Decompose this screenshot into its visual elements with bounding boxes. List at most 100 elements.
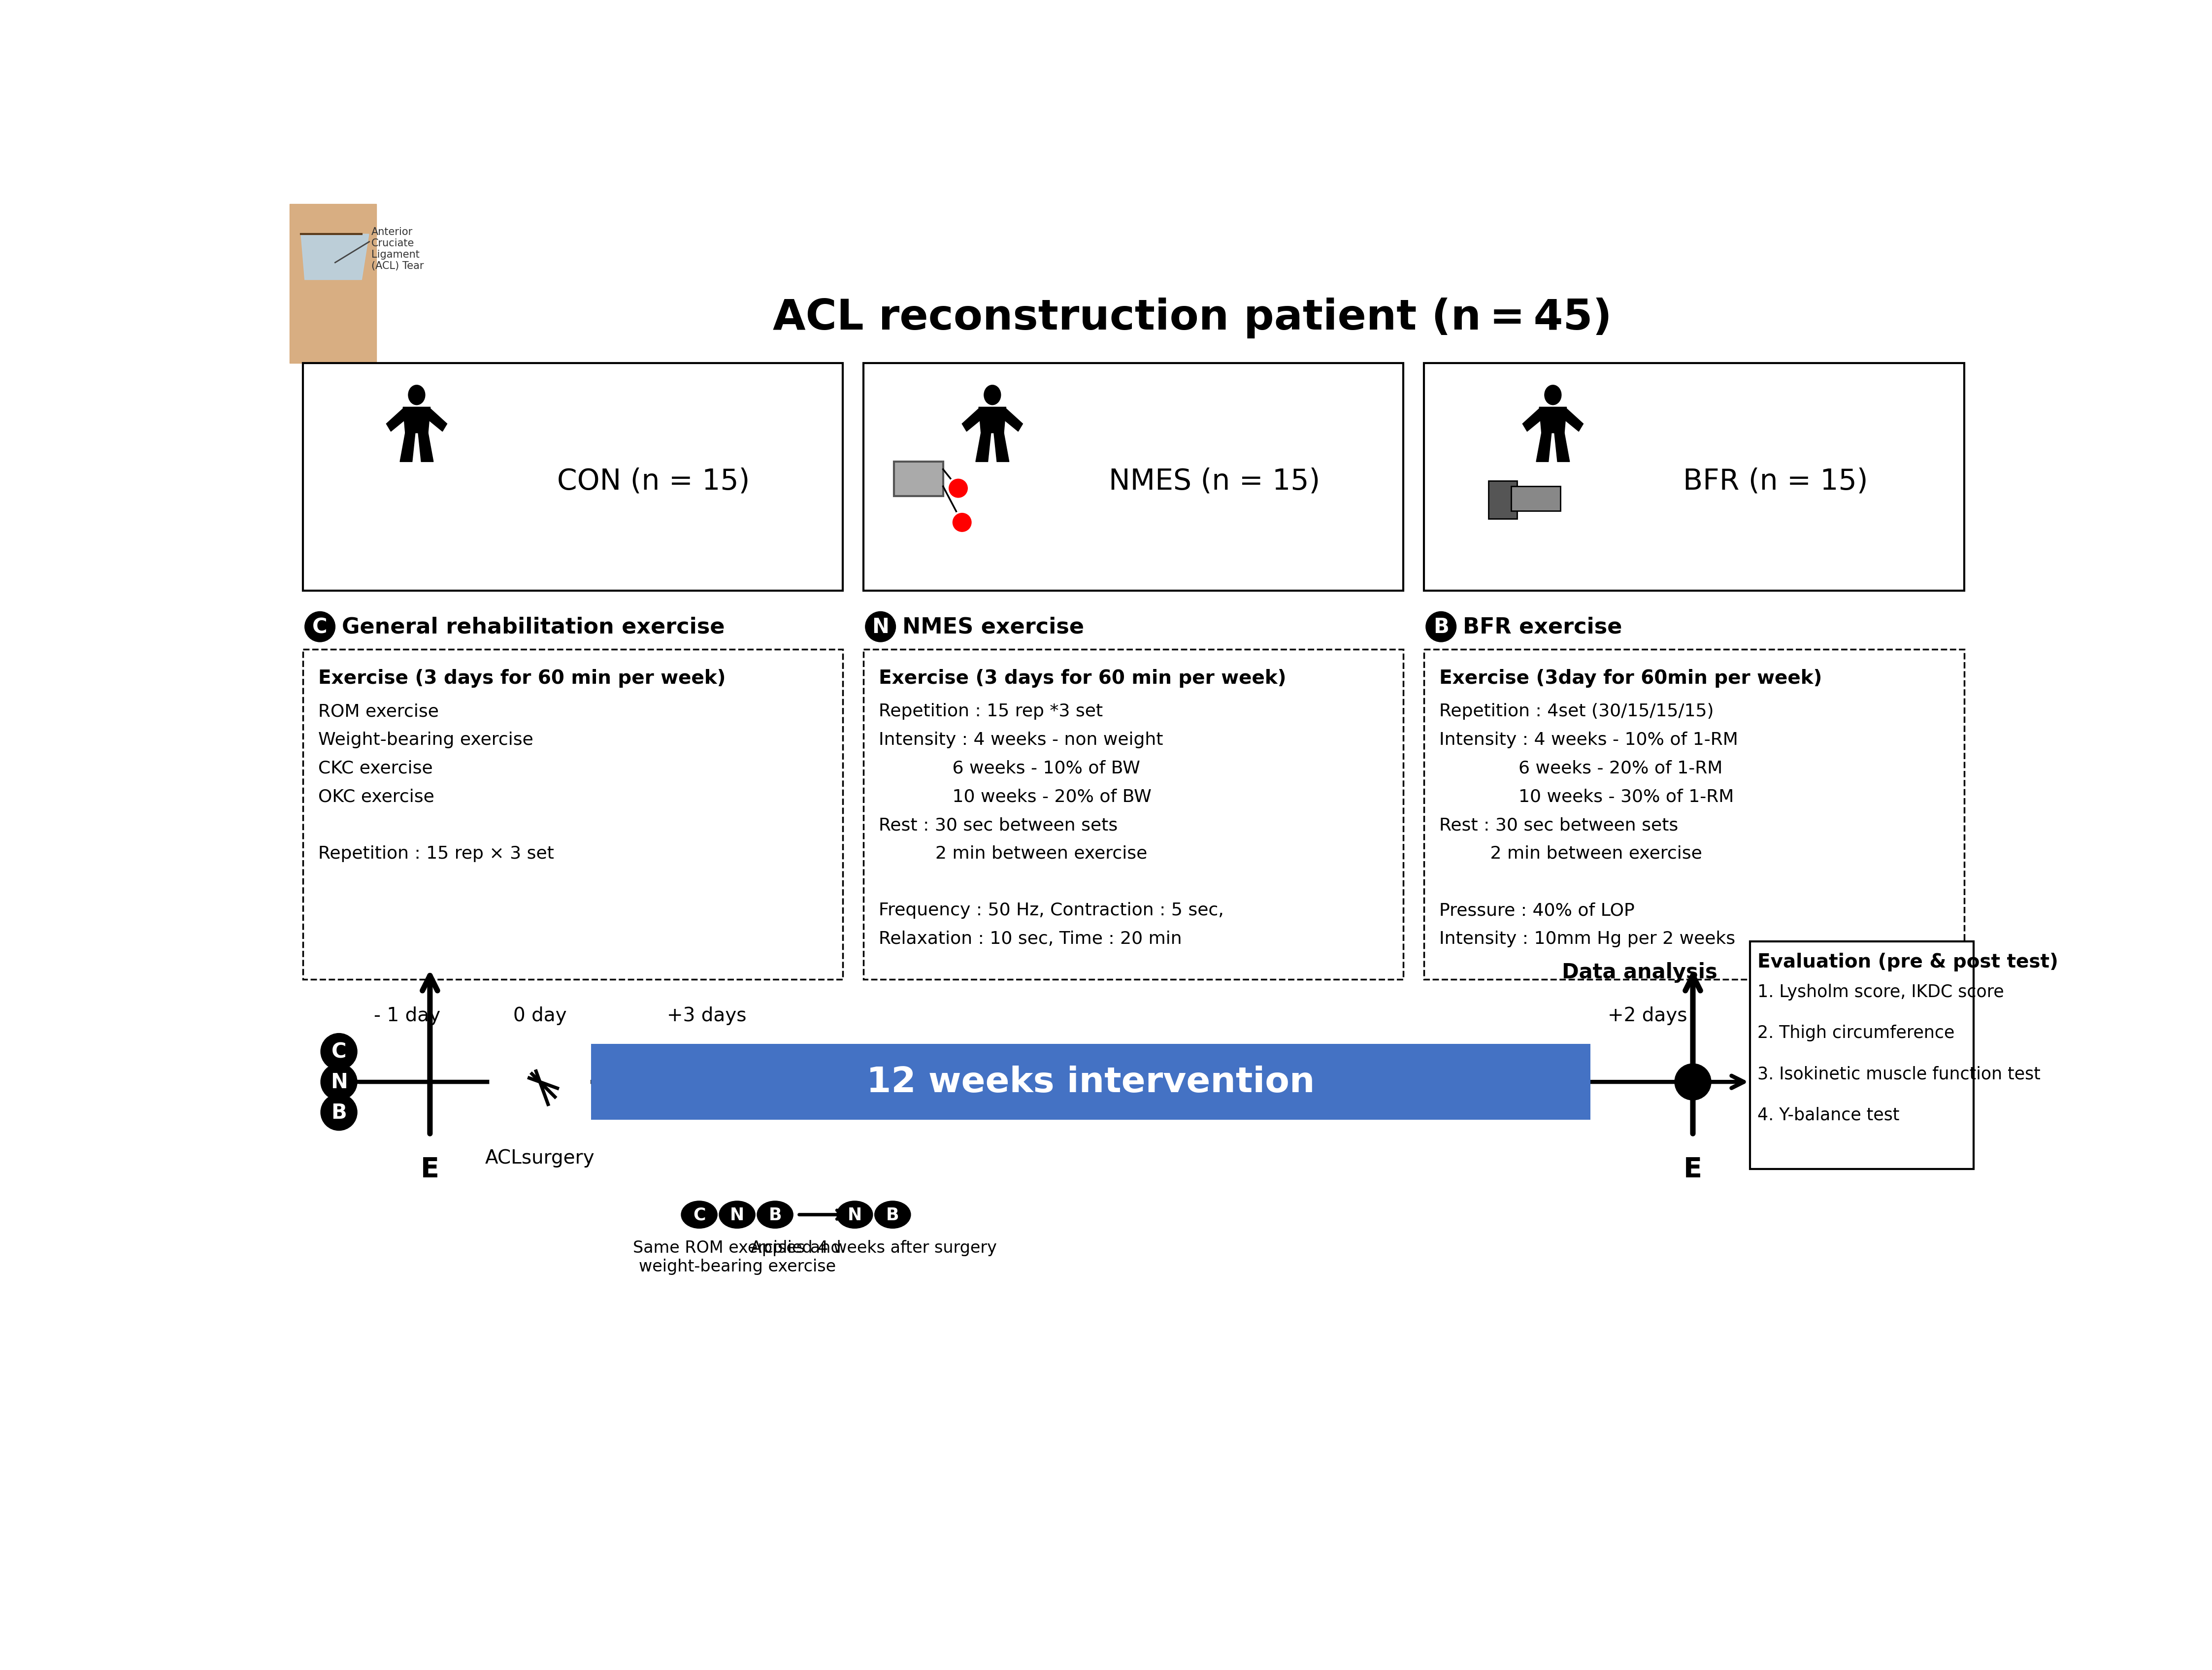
Text: Intensity : 4 weeks - 10% of 1-RM: Intensity : 4 weeks - 10% of 1-RM <box>1440 731 1739 748</box>
Ellipse shape <box>757 1201 794 1229</box>
Text: 6 weeks - 20% of 1-RM: 6 weeks - 20% of 1-RM <box>1440 760 1723 777</box>
Text: B: B <box>1433 616 1449 638</box>
Text: Applied 4 weeks after surgery: Applied 4 weeks after surgery <box>750 1239 998 1256</box>
Text: +2 days: +2 days <box>1608 1007 1688 1025</box>
Text: BFR exercise: BFR exercise <box>1462 616 1621 638</box>
Ellipse shape <box>874 1201 911 1229</box>
Bar <box>591 1044 1590 1121</box>
Text: B: B <box>887 1206 900 1222</box>
Text: Exercise (3day for 60min per week): Exercise (3day for 60min per week) <box>1440 668 1823 688</box>
Text: ACL reconstruction patient (n = 45): ACL reconstruction patient (n = 45) <box>772 297 1613 339</box>
Bar <box>303 650 843 980</box>
Text: 0 day: 0 day <box>513 1007 566 1025</box>
Polygon shape <box>403 407 431 433</box>
Text: N: N <box>872 616 889 638</box>
Circle shape <box>865 611 896 643</box>
Text: Same ROM exercises and
weight-bearing exercise: Same ROM exercises and weight-bearing ex… <box>633 1239 841 1274</box>
Polygon shape <box>1002 409 1022 433</box>
Circle shape <box>1674 1064 1712 1101</box>
Text: Intensity : 10mm Hg per 2 weeks: Intensity : 10mm Hg per 2 weeks <box>1440 930 1734 947</box>
Bar <box>863 364 1402 591</box>
Polygon shape <box>387 409 407 433</box>
Ellipse shape <box>409 386 425 406</box>
Text: Frequency : 50 Hz, Contraction : 5 sec,: Frequency : 50 Hz, Contraction : 5 sec, <box>878 902 1223 919</box>
Text: CKC exercise: CKC exercise <box>319 760 434 777</box>
Text: Relaxation : 10 sec, Time : 20 min: Relaxation : 10 sec, Time : 20 min <box>878 930 1181 947</box>
Text: N: N <box>847 1206 863 1222</box>
Text: Pressure : 40% of LOP: Pressure : 40% of LOP <box>1440 902 1635 919</box>
Polygon shape <box>301 234 369 281</box>
Text: B: B <box>768 1206 781 1222</box>
Bar <box>1489 481 1517 519</box>
Bar <box>1425 650 1964 980</box>
Polygon shape <box>1535 433 1551 463</box>
Polygon shape <box>1555 433 1571 463</box>
Circle shape <box>947 478 969 499</box>
Polygon shape <box>975 433 991 463</box>
Polygon shape <box>993 433 1009 463</box>
Text: 3. Isokinetic muscle function test: 3. Isokinetic muscle function test <box>1756 1065 2039 1082</box>
Circle shape <box>491 1032 588 1131</box>
Text: Intensity : 4 weeks - non weight: Intensity : 4 weeks - non weight <box>878 731 1164 748</box>
Text: N: N <box>730 1206 745 1222</box>
Circle shape <box>1427 611 1455 643</box>
Text: C: C <box>692 1206 706 1222</box>
Ellipse shape <box>836 1201 874 1229</box>
Text: 6 weeks - 10% of BW: 6 weeks - 10% of BW <box>878 760 1139 777</box>
Polygon shape <box>290 204 376 364</box>
Text: 2 min between exercise: 2 min between exercise <box>878 845 1148 862</box>
Polygon shape <box>1522 409 1544 433</box>
Polygon shape <box>978 407 1006 433</box>
Text: Repetition : 15 rep × 3 set: Repetition : 15 rep × 3 set <box>319 845 553 862</box>
Ellipse shape <box>984 386 1000 406</box>
Text: ACLsurgery: ACLsurgery <box>484 1149 595 1167</box>
Polygon shape <box>425 409 447 433</box>
Text: 4. Y-balance test: 4. Y-balance test <box>1756 1106 1900 1124</box>
Polygon shape <box>418 433 434 463</box>
Polygon shape <box>1540 407 1566 433</box>
Text: Weight-bearing exercise: Weight-bearing exercise <box>319 731 533 748</box>
Text: +3 days: +3 days <box>668 1007 748 1025</box>
Text: BFR (n = 15): BFR (n = 15) <box>1683 468 1867 494</box>
Text: Data analysis: Data analysis <box>1562 962 1717 982</box>
Text: Rest : 30 sec between sets: Rest : 30 sec between sets <box>878 817 1117 833</box>
Text: B: B <box>332 1102 347 1122</box>
Bar <box>1750 942 1973 1169</box>
Text: Evaluation (pre & post test): Evaluation (pre & post test) <box>1756 952 2057 970</box>
Text: ROM exercise: ROM exercise <box>319 703 438 720</box>
Bar <box>1425 364 1964 591</box>
Ellipse shape <box>681 1201 717 1229</box>
Text: Exercise (3 days for 60 min per week): Exercise (3 days for 60 min per week) <box>319 668 726 688</box>
Text: 1. Lysholm score, IKDC score: 1. Lysholm score, IKDC score <box>1756 984 2004 1000</box>
Text: N: N <box>330 1072 347 1092</box>
Circle shape <box>305 611 336 643</box>
Text: 2. Thigh circumference: 2. Thigh circumference <box>1756 1024 1955 1040</box>
Text: E: E <box>420 1156 440 1182</box>
Polygon shape <box>1562 409 1584 433</box>
Text: Exercise (3 days for 60 min per week): Exercise (3 days for 60 min per week) <box>878 668 1285 688</box>
Polygon shape <box>400 433 416 463</box>
Text: 10 weeks - 20% of BW: 10 weeks - 20% of BW <box>878 788 1152 805</box>
Text: Repetition : 4set (30/15/15/15): Repetition : 4set (30/15/15/15) <box>1440 703 1714 720</box>
Text: CON (n = 15): CON (n = 15) <box>557 468 750 494</box>
Polygon shape <box>962 409 984 433</box>
Ellipse shape <box>719 1201 754 1229</box>
Text: 2 min between exercise: 2 min between exercise <box>1440 845 1701 862</box>
Text: Rest : 30 sec between sets: Rest : 30 sec between sets <box>1440 817 1679 833</box>
Bar <box>894 463 942 496</box>
Text: OKC exercise: OKC exercise <box>319 788 434 805</box>
Text: 10 weeks - 30% of 1-RM: 10 weeks - 30% of 1-RM <box>1440 788 1734 805</box>
Circle shape <box>321 1094 356 1131</box>
Text: E: E <box>1683 1156 1703 1182</box>
Circle shape <box>321 1064 356 1101</box>
Circle shape <box>951 513 973 533</box>
Text: C: C <box>332 1042 347 1062</box>
Text: NMES (n = 15): NMES (n = 15) <box>1108 468 1321 494</box>
Circle shape <box>321 1034 356 1070</box>
Text: General rehabilitation exercise: General rehabilitation exercise <box>343 616 726 638</box>
Text: Repetition : 15 rep *3 set: Repetition : 15 rep *3 set <box>878 703 1104 720</box>
Bar <box>1511 486 1559 511</box>
Text: Anterior
Cruciate
Ligament
(ACL) Tear: Anterior Cruciate Ligament (ACL) Tear <box>372 227 425 271</box>
Bar <box>863 650 1402 980</box>
Text: - 1 day: - 1 day <box>374 1007 440 1025</box>
